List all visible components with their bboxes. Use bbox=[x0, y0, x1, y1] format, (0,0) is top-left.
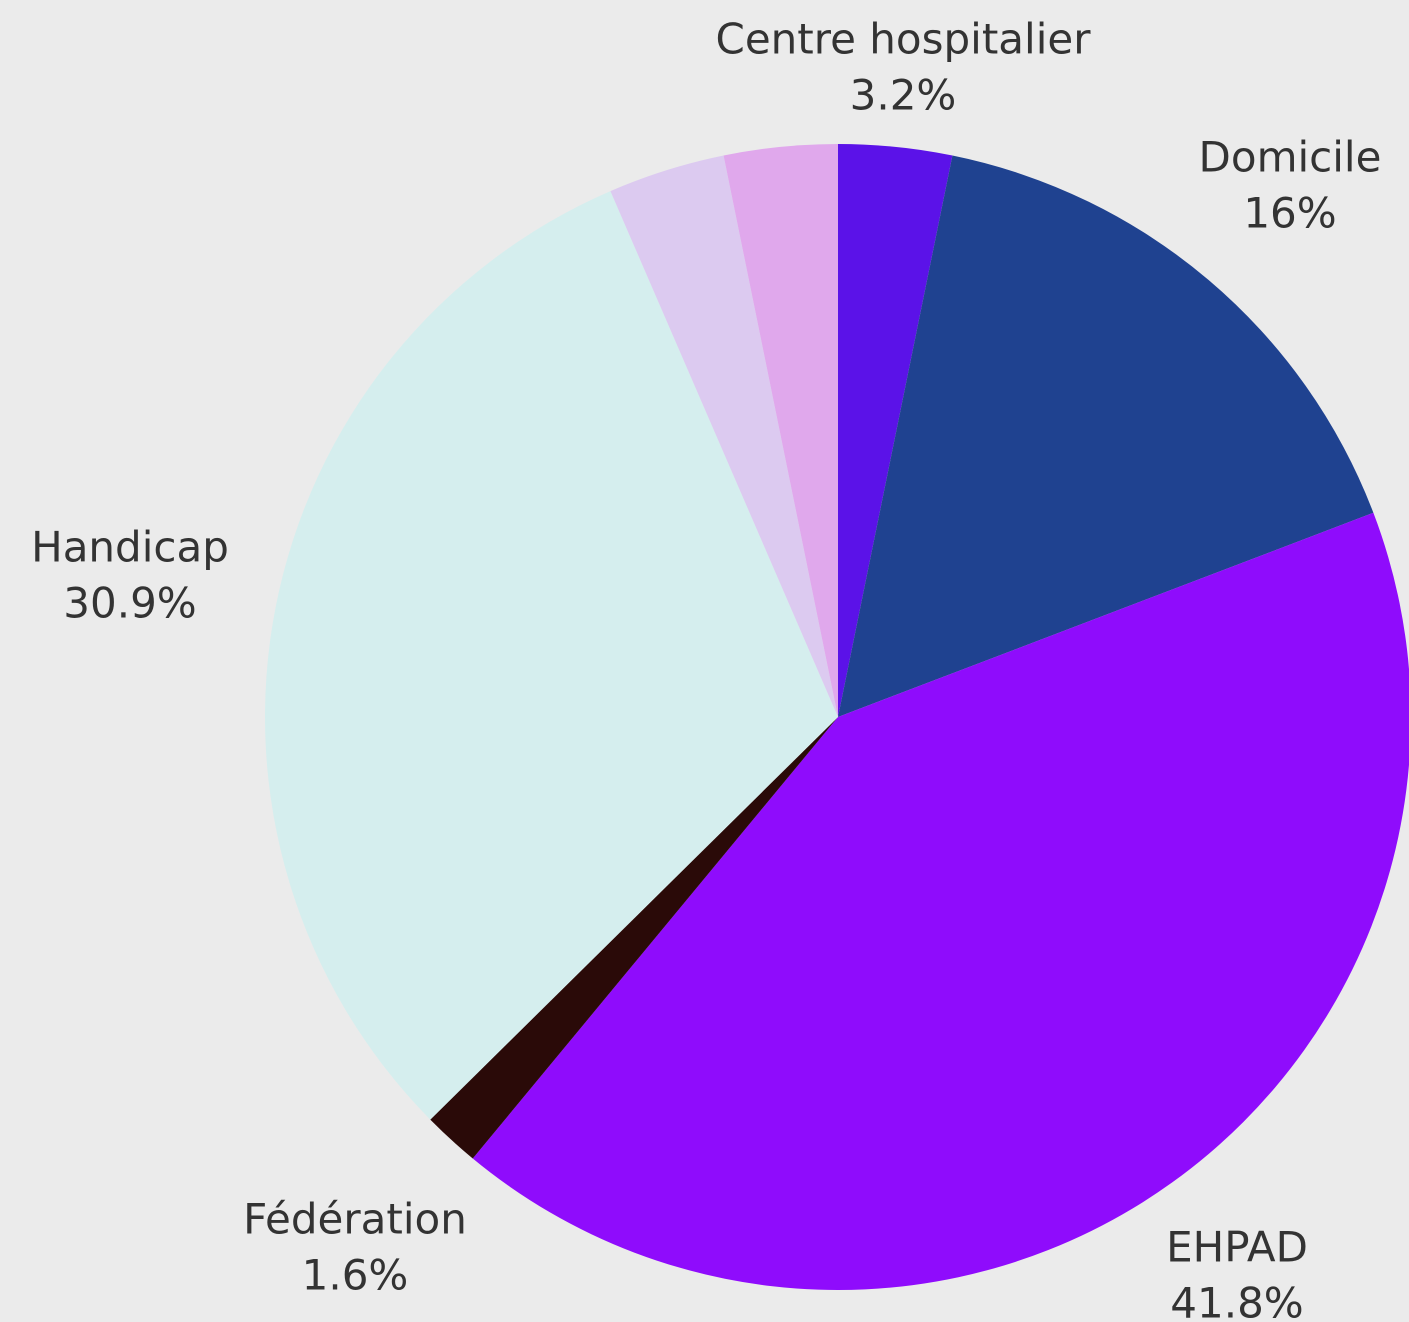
pie-slice bbox=[838, 144, 953, 717]
slice-label: Centre hospitalier bbox=[716, 15, 1092, 64]
value-label: 3.2% bbox=[850, 71, 957, 120]
value-label: 30.9% bbox=[63, 579, 196, 628]
pie-slice bbox=[472, 512, 1409, 1290]
pie-slice bbox=[265, 191, 838, 1120]
pie-slice bbox=[838, 155, 1374, 717]
value-label: 16% bbox=[1243, 189, 1336, 238]
slice-label: Domicile bbox=[1199, 133, 1382, 182]
pie-slice bbox=[610, 155, 838, 717]
slice-label: Handicap bbox=[31, 523, 229, 572]
value-label: 1.6% bbox=[302, 1251, 409, 1300]
slice-label: EHPAD bbox=[1166, 1223, 1308, 1272]
pie-slice bbox=[723, 144, 838, 717]
pie-slice bbox=[430, 717, 838, 1159]
value-label: 41.8% bbox=[1170, 1279, 1303, 1322]
slice-label: Fédération bbox=[243, 1195, 467, 1244]
